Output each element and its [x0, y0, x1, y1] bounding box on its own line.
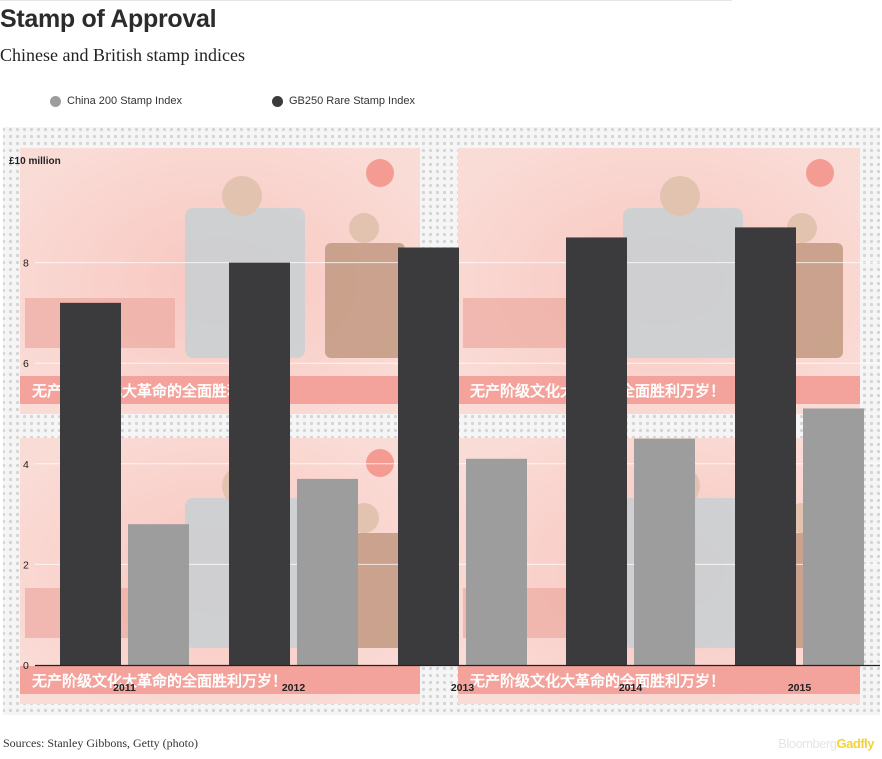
bar-china200 [466, 458, 527, 665]
stamp-banner-text: 无产阶级文化大革命的全面胜利万岁！ [31, 672, 287, 690]
legend-swatch-gb [272, 95, 283, 107]
x-tick-label: 2013 [451, 682, 475, 694]
legend-item-gb: GB250 Rare Stamp Index [272, 95, 415, 107]
bars [60, 227, 864, 665]
bar-gb250 [398, 247, 459, 665]
bar-china200 [634, 438, 695, 665]
bar-china200 [297, 478, 358, 665]
bar-gb250 [229, 262, 290, 665]
legend-label-china: China 200 Stamp Index [67, 95, 182, 107]
y-axis: 0 2 4 6 8 £10 million [9, 156, 61, 672]
bar-gb250 [735, 227, 796, 665]
x-tick-label: 2012 [282, 682, 306, 694]
legend-label-gb: GB250 Rare Stamp Index [289, 95, 415, 107]
x-tick-label: 2015 [788, 682, 812, 694]
top-rule [0, 0, 732, 1]
bar-china200 [803, 408, 864, 665]
y-tick-label: 2 [23, 559, 29, 571]
y-tick-label: 6 [23, 358, 29, 370]
chart-title: Stamp of Approval [0, 5, 217, 33]
chart-subtitle: Chinese and British stamp indices [0, 45, 245, 65]
y-tick-label: 4 [23, 459, 29, 471]
x-tick-label: 2011 [113, 682, 136, 694]
x-axis: 2011 2012 2013 2014 2015 [35, 664, 880, 694]
y-tick-label: 8 [23, 258, 29, 270]
bar-gb250 [60, 302, 121, 665]
legend-item-china: China 200 Stamp Index [50, 95, 182, 107]
bar-gb250 [566, 237, 627, 665]
x-tick-label: 2014 [619, 682, 643, 694]
brand-logo: BloombergGadfly [778, 736, 874, 751]
source-note: Sources: Stanley Gibbons, Getty (photo) [3, 736, 198, 750]
stamp-banner-text: 无产阶级文化大革命的全面胜利万岁！ [469, 672, 725, 690]
y-tick-label: 0 [23, 660, 29, 672]
y-axis-unit-label: £10 million [9, 156, 61, 167]
legend-swatch-china [50, 95, 61, 107]
bar-china200 [128, 524, 189, 665]
